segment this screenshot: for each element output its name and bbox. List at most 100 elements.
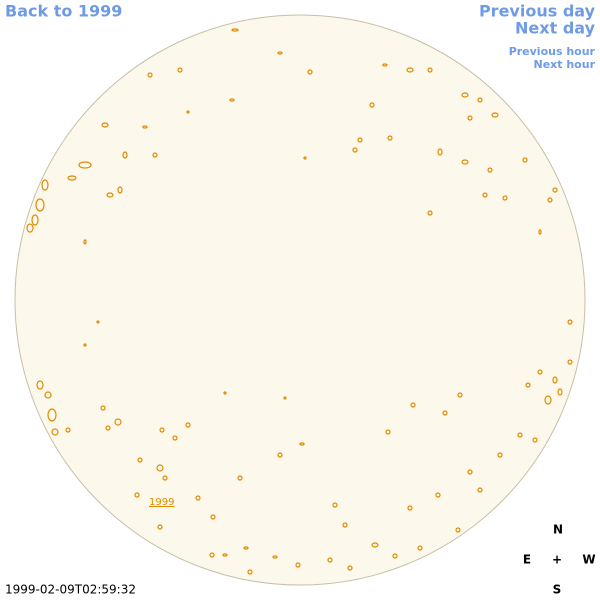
region-contour — [283, 396, 287, 400]
region-contour — [185, 422, 191, 428]
region-contour — [237, 475, 243, 481]
region-contour — [427, 210, 433, 216]
region-contour — [502, 195, 508, 201]
region-contour — [295, 562, 301, 568]
region-contour — [231, 28, 239, 32]
region-contour — [35, 198, 45, 212]
region-contour — [406, 67, 414, 73]
region-contour — [417, 545, 423, 551]
region-contour — [461, 92, 469, 98]
region-contour — [357, 137, 363, 143]
region-contour — [142, 125, 148, 129]
region-contour — [497, 452, 503, 458]
region-contour — [525, 382, 531, 388]
region-contour — [544, 395, 552, 405]
region-contour — [229, 98, 235, 102]
region-contour — [272, 555, 278, 559]
region-contour — [106, 192, 114, 198]
region-contour — [83, 239, 87, 245]
region-contour — [47, 408, 57, 422]
region-contour — [332, 502, 338, 508]
region-contour — [552, 187, 558, 193]
region-contour — [371, 542, 379, 548]
region-contour — [156, 464, 164, 472]
region-contour — [209, 552, 215, 558]
region-contour — [100, 405, 106, 411]
compass-west: W — [582, 553, 595, 567]
region-contour — [117, 186, 123, 194]
region-contour — [557, 388, 563, 396]
region-contour — [162, 475, 168, 481]
region-contour — [477, 487, 483, 493]
region-contour — [223, 391, 227, 395]
region-contour — [134, 492, 140, 498]
region-contour — [65, 427, 71, 433]
region-contour — [352, 147, 358, 153]
region-contour — [532, 437, 538, 443]
region-contour — [186, 110, 190, 114]
timestamp: 1999-02-09T02:59:32 — [5, 583, 136, 597]
compass-south: S — [553, 583, 562, 597]
region-contour — [347, 565, 353, 571]
region-contour — [342, 522, 348, 528]
region-contour — [159, 427, 165, 433]
region-contour — [482, 192, 488, 198]
region-contour — [31, 214, 39, 226]
region-contour — [552, 376, 558, 384]
region-contour — [442, 410, 448, 416]
region-contour — [222, 553, 228, 557]
region-contour — [137, 457, 143, 463]
region-contour — [477, 97, 483, 103]
region-contour — [101, 122, 109, 128]
region-contour — [78, 161, 92, 169]
region-contour — [67, 175, 77, 181]
region-contour — [435, 492, 441, 498]
back-link[interactable]: Back to 1999 — [5, 2, 122, 21]
region-contour — [277, 452, 283, 458]
region-contour — [385, 429, 391, 435]
region-contour — [467, 469, 473, 475]
region-contour — [105, 425, 111, 431]
region-contour — [410, 402, 416, 408]
region-contour — [537, 369, 543, 375]
region-contour — [547, 197, 553, 203]
next-day-link[interactable]: Next day — [515, 19, 596, 38]
region-contour — [210, 514, 216, 520]
region-contour — [387, 135, 393, 141]
region-contour — [487, 167, 493, 173]
compass-north: N — [553, 523, 563, 537]
region-contour — [195, 495, 201, 501]
region-contour — [327, 557, 333, 563]
region-contour — [567, 359, 573, 365]
region-contour — [307, 69, 313, 75]
compass-center: + — [552, 553, 562, 567]
region-contour — [437, 148, 443, 156]
region-contour — [243, 546, 249, 550]
region-contour — [247, 569, 253, 575]
region-contour — [147, 72, 153, 78]
region-contour — [96, 320, 100, 324]
next-hour-link[interactable]: Next hour — [534, 58, 596, 71]
region-contour — [26, 223, 34, 233]
region-contour — [122, 151, 128, 159]
region-contour — [51, 428, 59, 436]
solar-disk — [14, 14, 586, 586]
region-contour — [461, 159, 469, 165]
region-contour — [455, 527, 461, 533]
active-regions — [26, 28, 573, 575]
year-label[interactable]: 1999 — [149, 497, 174, 508]
region-contour — [41, 179, 49, 191]
compass-east: E — [523, 553, 531, 567]
previous-hour-link[interactable]: Previous hour — [509, 45, 596, 58]
region-contour — [36, 380, 44, 390]
previous-day-link[interactable]: Previous day — [479, 2, 596, 21]
region-contour — [407, 505, 413, 511]
region-contour — [277, 51, 283, 55]
region-contour — [457, 392, 463, 398]
region-contour — [382, 63, 388, 67]
region-contour — [538, 229, 542, 235]
region-contour — [303, 156, 307, 160]
region-contour — [369, 102, 375, 108]
region-contour — [522, 157, 528, 163]
